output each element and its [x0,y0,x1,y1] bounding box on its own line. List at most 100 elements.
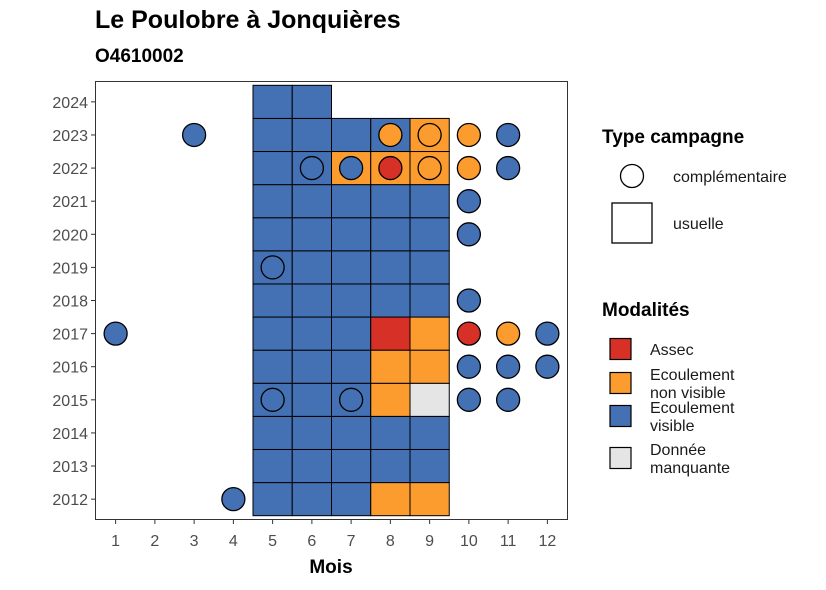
complementary-point [456,354,482,379]
heatmap-cell [291,415,332,450]
heatmap-cell [331,448,372,484]
legend-modalites-title: Modalités [602,300,690,321]
heatmap-cell [291,382,332,417]
legend-modalite-label: Assec [650,342,694,359]
x-tick-label: 10 [460,533,478,550]
heatmap-cell [331,117,372,153]
heatmap-cell [291,84,332,119]
complementary-point [260,255,285,280]
heatmap-cell [331,482,372,517]
heatmap-cell [291,250,332,285]
complementary-point [181,122,207,148]
heatmap-cell [370,184,411,219]
y-tick-label: 2018 [52,294,88,311]
complementary-point [495,321,521,346]
legend-color-key [609,404,632,428]
complementary-point [456,321,482,346]
x-tick-label: 2 [150,533,159,550]
heatmap-cell [252,84,293,119]
complementary-point [456,288,482,313]
complementary-point [495,387,521,412]
heatmap-cell [331,250,372,285]
heatmap-cell [409,448,450,484]
panel-border [95,81,568,520]
heatmap-cell [291,217,332,252]
heatmap-cell [291,316,332,351]
heatmap-cell [252,316,293,351]
heatmap-cell [252,349,293,384]
complementary-point [456,189,482,214]
legend-circle-key [619,163,645,189]
legends: Type campagne complémentaire usuelle Modali… [602,127,787,477]
chart-subtitle: O4610002 [95,46,184,67]
heatmap-cell [409,382,450,417]
complementary-point [456,387,482,412]
y-tick-label: 2021 [52,194,88,211]
axes: 1 2 3 4 5 6 7 8 9 10 11 122012201320142015201620172… [52,95,556,550]
x-tick-label: 8 [386,533,395,550]
chart-title: Le Poulobre à Jonquières [95,6,401,34]
x-tick-label: 6 [307,533,316,550]
heatmap-cell [331,283,372,318]
heatmap-cell [409,316,450,351]
complementary-point [338,387,364,412]
complementary-point [260,387,285,412]
x-tick-label: 4 [229,533,238,550]
heatmap-cell [331,184,372,219]
complementary-point [221,486,246,512]
heatmap-cell [370,316,411,351]
heatmap-cell [409,283,450,318]
legend-type-title: Type campagne [602,127,744,148]
heatmap-cell [291,184,332,219]
heatmap-cell [252,151,293,186]
x-axis-title: Mois [309,557,352,578]
legend-type-label: usuelle [673,216,724,233]
x-tick-label: 3 [190,533,199,550]
y-tick-label: 2024 [52,95,88,112]
heatmap-cell [409,482,450,517]
complementary-point [495,122,521,148]
y-tick-label: 2014 [52,426,88,443]
heatmap-cell [291,117,332,153]
x-tick-label: 1 [111,533,120,550]
complementary-point [338,155,364,181]
complementary-point [299,155,325,181]
heatmap-cell [291,349,332,384]
legend-color-key [609,337,632,361]
complementary-point [535,354,560,379]
heatmap-cell [331,415,372,450]
heatmap-cell [409,184,450,219]
heatmap-cell [252,117,293,153]
legend-modalite-label: visible [650,418,695,435]
complementary-point [456,122,482,148]
complementary-point [103,321,128,346]
legend-color-key [609,446,632,470]
x-tick-label: 11 [500,533,517,550]
legend-type-label: complémentaire [673,169,787,186]
legend-modalite-label: manquante [650,460,730,477]
legend-modalite-label: Ecoulement [650,400,735,417]
heatmap-cell [409,217,450,252]
y-tick-label: 2019 [52,260,88,277]
heatmap-cell [291,448,332,484]
heatmap-cell [252,482,293,517]
complementary-point [495,155,521,181]
heatmap-cell [370,382,411,417]
complementary-point [495,354,521,379]
heatmap-cell [252,217,293,252]
legend-modalite-label: Ecoulement [650,367,735,384]
heatmap-cell [370,349,411,384]
complementary-point [535,321,560,346]
y-tick-label: 2012 [52,492,88,509]
y-tick-label: 2017 [52,327,88,344]
heatmap-cell [409,415,450,450]
heatmap-cell [331,316,372,351]
heatmap-cell [291,283,332,318]
legend-modalite-label: Donnée [650,442,706,459]
x-tick-label: 7 [347,533,356,550]
complementary-point [378,155,403,181]
complementary-points [103,122,560,512]
complementary-point [378,122,403,148]
heatmap-cell [370,415,411,450]
